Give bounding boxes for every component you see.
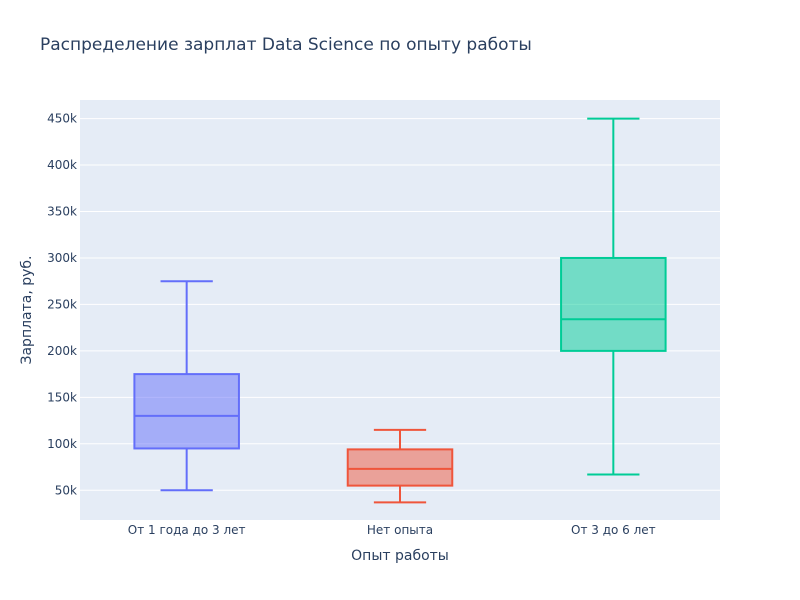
box-0 (133, 280, 240, 492)
x-axis-title: Опыт работы (351, 548, 449, 564)
y-axis-ticks: 50k 100k 150k 200k 250k 300k 350k 400k 450k (47, 112, 77, 498)
y-tick-label: 350k (47, 205, 77, 219)
iqr-box (560, 256, 667, 352)
y-tick-label: 50k (55, 483, 77, 497)
y-tick-label: 100k (47, 437, 77, 451)
y-tick-label: 150k (47, 390, 77, 404)
box-2 (560, 117, 667, 476)
box-1 (346, 428, 454, 504)
y-tick-label: 200k (47, 344, 77, 358)
iqr-box (346, 448, 454, 487)
x-tick-label: От 3 до 6 лет (571, 523, 656, 537)
boxes (133, 117, 667, 504)
chart-title: Распределение зарплат Data Science по оп… (40, 35, 532, 55)
y-tick-label: 400k (47, 158, 77, 172)
y-axis-title: Зарплата, руб. (19, 255, 35, 364)
y-tick-label: 300k (47, 251, 77, 265)
y-tick-label: 450k (47, 112, 77, 126)
y-tick-label: 250k (47, 297, 77, 311)
x-axis-ticks: От 1 года до 3 лет Нет опыта От 3 до 6 лет (128, 523, 656, 537)
x-tick-label: От 1 года до 3 лет (128, 523, 246, 537)
x-tick-label: Нет опыта (367, 523, 433, 537)
iqr-box (133, 373, 240, 450)
